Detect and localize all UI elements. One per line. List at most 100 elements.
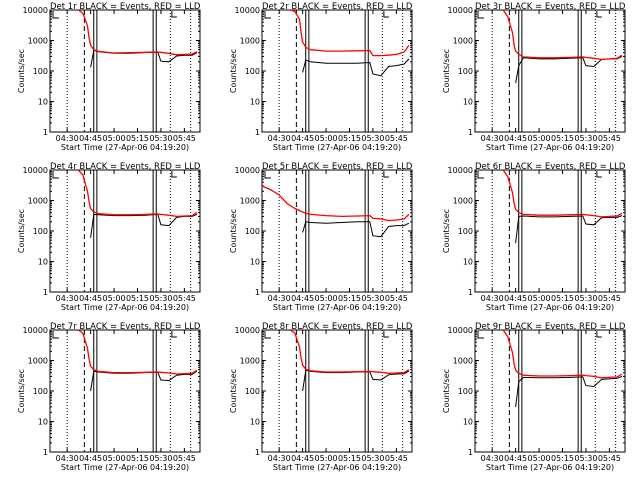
y-tick-label: 1000: [28, 197, 48, 206]
x-tick-label: 05:45: [173, 134, 196, 143]
y-tick-label: 100: [458, 387, 473, 396]
x-tick-label: 04:30: [268, 294, 291, 303]
corner-bracket: [383, 171, 389, 178]
corner-bracket: [52, 171, 59, 179]
y-tick-label: 10000: [235, 166, 260, 175]
x-tick-label: 05:15: [126, 294, 149, 303]
series-line-events: [515, 375, 623, 407]
x-tick-label: 04:45: [504, 294, 527, 303]
panel-title: Det 4r BLACK = Events, RED = LLD: [50, 162, 201, 172]
corner-bracket: [383, 11, 389, 18]
x-tick-label: 05:30: [574, 294, 597, 303]
y-tick-label: 1: [255, 288, 260, 297]
corner-bracket: [596, 11, 602, 18]
y-tick-label: 10000: [235, 326, 260, 335]
plot-frame: [49, 169, 201, 293]
y-tick-label: 1000: [453, 197, 473, 206]
corner-bracket: [477, 11, 484, 19]
y-tick-label: 100: [33, 227, 48, 236]
corner-bracket: [171, 171, 177, 178]
y-tick-label: 10000: [23, 326, 48, 335]
x-tick-label: 04:45: [79, 294, 102, 303]
panel-det-7: Det 7r BLACK = Events, RED = LLD 1 10 100 10…: [17, 322, 201, 472]
x-tick-label: 05:45: [385, 294, 408, 303]
y-tick-label: 10000: [23, 166, 48, 175]
x-tick-label: 04:30: [56, 134, 79, 143]
panel-det-1: Det 1r BLACK = Events, RED = LLD 1 10 100 10…: [17, 2, 201, 152]
y-tick-label: 1000: [240, 197, 260, 206]
y-tick-label: 1: [43, 128, 48, 137]
y-tick-label: 1000: [28, 357, 48, 366]
x-tick-label: 05:30: [361, 454, 384, 463]
series-line-lld: [289, 329, 410, 374]
corner-bracket: [383, 331, 389, 338]
x-tick-label: 04:30: [56, 454, 79, 463]
panel-det-2: Det 2r BLACK = Events, RED = LLD 1 10 100 10…: [229, 2, 413, 152]
x-axis-label: Start Time (27-Apr-06 04:19:20): [273, 143, 401, 152]
panel-det-5: Det 5r BLACK = Events, RED = LLD 1 10 100 10…: [229, 162, 413, 312]
x-tick-label: 05:30: [149, 134, 172, 143]
x-axis-label: Start Time (27-Apr-06 04:19:20): [61, 463, 189, 472]
x-tick-label: 04:45: [79, 454, 102, 463]
x-tick-label: 05:45: [173, 294, 196, 303]
x-tick-label: 05:30: [149, 454, 172, 463]
plot-frame: [261, 169, 413, 293]
corner-bracket: [264, 331, 271, 339]
corner-bracket: [52, 331, 59, 339]
x-tick-label: 04:45: [291, 454, 314, 463]
x-tick-label: 04:30: [481, 294, 504, 303]
panel-title: Det 2r BLACK = Events, RED = LLD: [262, 2, 413, 12]
plot-frame: [474, 169, 626, 293]
y-tick-label: 10000: [448, 326, 473, 335]
series-line-lld: [77, 169, 198, 218]
y-tick-label: 100: [33, 387, 48, 396]
y-tick-label: 100: [33, 67, 48, 76]
x-tick-label: 04:45: [504, 134, 527, 143]
panel-title: Det 7r BLACK = Events, RED = LLD: [50, 322, 201, 332]
corner-bracket: [477, 331, 484, 339]
y-tick-label: 1000: [240, 37, 260, 46]
panel-title: Det 8r BLACK = Events, RED = LLD: [262, 322, 413, 332]
x-tick-label: 05:30: [361, 294, 384, 303]
x-tick-label: 05:15: [551, 294, 574, 303]
series-line-events: [515, 55, 623, 84]
panel-det-6: Det 6r BLACK = Events, RED = LLD 1 10 100 10…: [442, 162, 626, 312]
y-tick-label: 10: [463, 258, 473, 267]
panel-det-8: Det 8r BLACK = Events, RED = LLD 1 10 100 10…: [229, 322, 413, 472]
corner-bracket: [52, 11, 59, 19]
x-tick-label: 05:00: [528, 294, 551, 303]
corner-bracket: [264, 171, 271, 179]
series-line-lld: [502, 329, 623, 379]
x-tick-label: 05:45: [385, 134, 408, 143]
x-tick-label: 05:00: [103, 134, 126, 143]
y-tick-label: 10: [38, 98, 48, 107]
x-tick-label: 05:45: [598, 294, 621, 303]
x-tick-label: 05:45: [598, 134, 621, 143]
x-tick-label: 05:30: [574, 454, 597, 463]
x-tick-label: 05:00: [103, 454, 126, 463]
x-axis-label: Start Time (27-Apr-06 04:19:20): [486, 143, 614, 152]
x-axis-label: Start Time (27-Apr-06 04:19:20): [61, 143, 189, 152]
x-tick-label: 05:30: [574, 134, 597, 143]
x-tick-label: 05:30: [361, 134, 384, 143]
x-tick-label: 05:45: [598, 454, 621, 463]
y-tick-label: 1000: [453, 357, 473, 366]
y-tick-label: 1: [255, 128, 260, 137]
series-line-events: [302, 58, 410, 77]
plot-frame: [261, 9, 413, 133]
y-axis-label: Counts/sec: [229, 369, 238, 413]
y-tick-label: 1: [255, 448, 260, 457]
y-tick-label: 10: [463, 98, 473, 107]
y-axis-label: Counts/sec: [17, 209, 26, 253]
panel-title: Det 9r BLACK = Events, RED = LLD: [475, 322, 626, 332]
y-tick-label: 1000: [240, 357, 260, 366]
series-line-events: [515, 215, 623, 244]
y-axis-label: Counts/sec: [442, 49, 451, 93]
series-line-lld: [502, 9, 623, 61]
panel-det-3: Det 3r BLACK = Events, RED = LLD 1 10 100 10…: [442, 2, 626, 152]
panel-det-9: Det 9r BLACK = Events, RED = LLD 1 10 100 10…: [442, 322, 626, 472]
y-tick-label: 10: [250, 258, 260, 267]
x-tick-label: 05:15: [338, 454, 361, 463]
panel-title: Det 3r BLACK = Events, RED = LLD: [475, 2, 626, 12]
y-axis-label: Counts/sec: [442, 369, 451, 413]
